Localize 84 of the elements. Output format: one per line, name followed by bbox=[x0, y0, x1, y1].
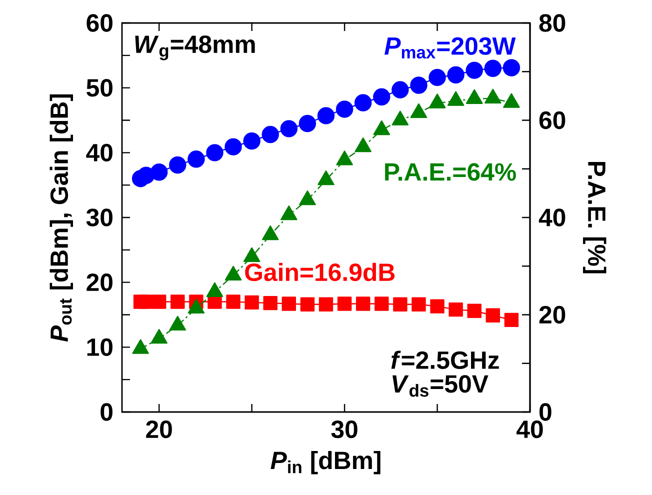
point bbox=[150, 164, 168, 181]
point bbox=[484, 60, 502, 77]
point bbox=[447, 66, 464, 84]
point bbox=[243, 247, 260, 262]
series-label: Gain=16.9dB bbox=[245, 262, 395, 282]
point bbox=[150, 328, 168, 344]
y2-tick-label: 60 bbox=[539, 111, 566, 130]
point bbox=[337, 296, 352, 311]
point bbox=[280, 205, 298, 220]
point bbox=[373, 120, 390, 136]
series-label: P.A.E.=64% bbox=[385, 163, 516, 181]
point bbox=[139, 294, 154, 309]
y-tick-label: 40 bbox=[86, 144, 112, 162]
point bbox=[356, 296, 370, 311]
x-tick-label: 20 bbox=[146, 420, 172, 438]
point bbox=[206, 282, 224, 297]
y-tick-label: 50 bbox=[86, 79, 112, 97]
point bbox=[262, 126, 279, 144]
point bbox=[466, 89, 483, 104]
y-tick-label: 60 bbox=[86, 14, 112, 32]
point bbox=[317, 107, 335, 124]
point bbox=[298, 114, 316, 132]
point bbox=[447, 91, 464, 106]
point bbox=[430, 299, 444, 314]
point bbox=[262, 225, 279, 240]
point bbox=[502, 59, 520, 76]
y-axis-title: P$_{out}$ [dBm], Gain [dB] bbox=[50, 94, 73, 342]
point bbox=[448, 302, 463, 317]
point bbox=[354, 94, 372, 112]
point bbox=[504, 312, 519, 328]
point bbox=[263, 296, 278, 310]
y2-tick-label: 80 bbox=[539, 14, 566, 32]
point bbox=[243, 132, 260, 150]
point bbox=[374, 296, 389, 311]
y2-tick-label: 0 bbox=[539, 403, 552, 421]
point bbox=[224, 266, 242, 280]
point bbox=[373, 88, 390, 106]
point bbox=[280, 120, 298, 138]
x-tick-label: 30 bbox=[331, 420, 358, 438]
point bbox=[206, 144, 224, 162]
point bbox=[393, 297, 408, 312]
point bbox=[336, 150, 353, 166]
annotation: W$_{g}$=48mm bbox=[135, 35, 255, 60]
point bbox=[392, 110, 409, 126]
point bbox=[318, 170, 334, 186]
point bbox=[428, 68, 446, 86]
point bbox=[466, 62, 483, 79]
x-axis-title: P$_{in}$ [dBm] bbox=[270, 450, 380, 474]
annotation: f=2.5GHz bbox=[391, 350, 499, 370]
point bbox=[226, 294, 240, 309]
annotation: V$_{ds}$=50V bbox=[392, 375, 488, 397]
point bbox=[282, 296, 296, 311]
point bbox=[224, 138, 242, 156]
point bbox=[188, 298, 205, 314]
y2-tick-label: 20 bbox=[539, 306, 566, 324]
point bbox=[170, 294, 185, 309]
point bbox=[336, 100, 354, 118]
point bbox=[318, 297, 334, 312]
point bbox=[392, 81, 409, 98]
point bbox=[244, 295, 259, 310]
point bbox=[484, 88, 502, 104]
point bbox=[410, 103, 428, 118]
y-tick-label: 30 bbox=[86, 208, 112, 226]
point bbox=[412, 297, 426, 312]
x-tick-label: 40 bbox=[516, 420, 543, 438]
y-tick-label: 0 bbox=[100, 403, 112, 421]
y2-axis-title: P.A.E. [%] bbox=[583, 162, 606, 274]
point bbox=[169, 156, 186, 174]
point bbox=[132, 339, 149, 354]
point bbox=[410, 76, 428, 94]
point bbox=[503, 93, 520, 108]
point bbox=[188, 150, 205, 168]
point bbox=[428, 94, 446, 108]
point bbox=[486, 308, 500, 322]
point bbox=[300, 297, 315, 312]
point bbox=[467, 304, 482, 318]
y2-tick-label: 40 bbox=[538, 208, 566, 226]
y-tick-label: 10 bbox=[87, 338, 112, 356]
y-tick-label: 20 bbox=[86, 274, 112, 292]
point bbox=[299, 190, 316, 206]
point bbox=[152, 294, 166, 309]
point bbox=[169, 316, 186, 331]
series-label: P$_{max}$=203W bbox=[384, 37, 516, 59]
point bbox=[354, 137, 372, 152]
